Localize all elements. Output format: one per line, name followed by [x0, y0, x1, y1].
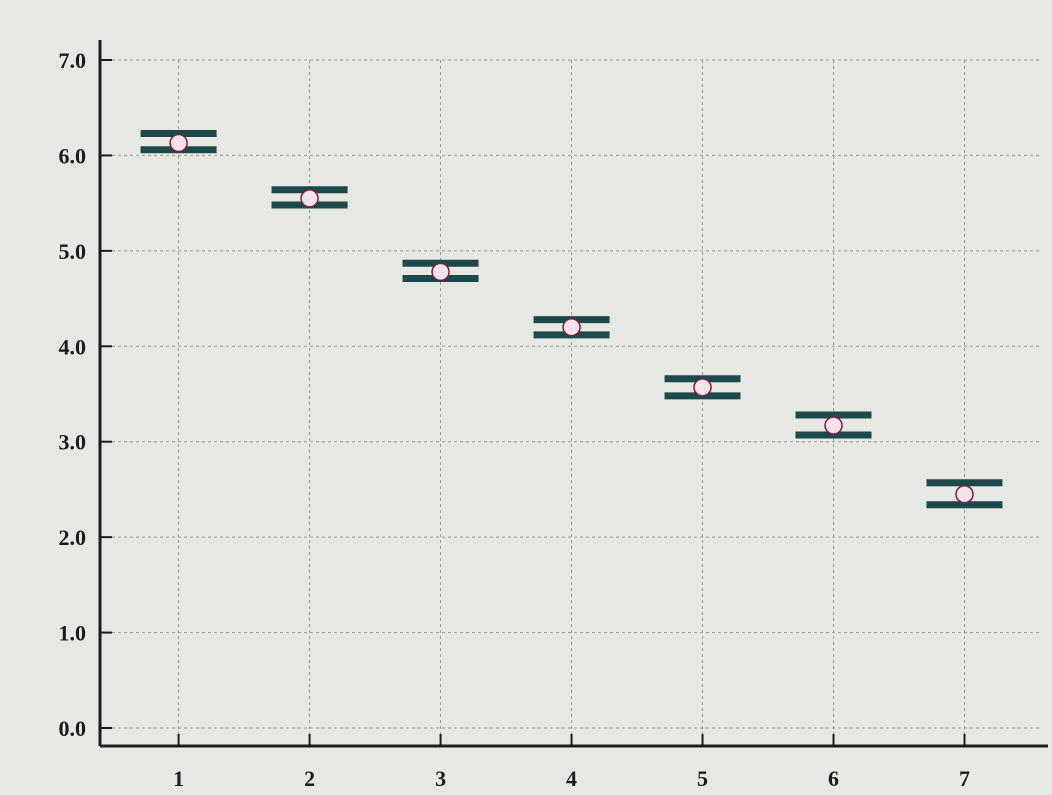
y-tick-label: 3.0	[59, 430, 87, 455]
data-point	[169, 133, 188, 153]
x-tick-label: 7	[959, 766, 970, 791]
y-tick-label: 6.0	[59, 143, 87, 168]
y-tick-label: 5.0	[59, 239, 87, 264]
x-tick-label: 5	[697, 766, 708, 791]
y-tick-label: 7.0	[59, 48, 87, 73]
data-point	[300, 189, 319, 208]
data-point	[955, 484, 974, 504]
data-marks	[140, 129, 1003, 509]
x-tick-label: 1	[173, 766, 184, 791]
data-point	[693, 378, 712, 397]
x-tick-label: 6	[828, 766, 839, 791]
grid-lines	[100, 59, 1042, 746]
y-tick-label: 4.0	[59, 334, 87, 359]
tick-marks-and-labels: 0.0 1.0 2.0 3.0 4.0 5.0 6.0 7.0 1 2 3 4 5 6 7	[59, 48, 971, 791]
x-tick-label: 4	[566, 766, 577, 791]
y-tick-label: 1.0	[59, 621, 87, 646]
axes	[98, 40, 1048, 748]
y-tick-label: 2.0	[59, 525, 87, 550]
data-point	[562, 317, 581, 337]
data-point	[824, 416, 843, 435]
y-tick-label: 0.0	[59, 716, 87, 741]
data-point	[431, 262, 450, 282]
x-tick-label: 2	[304, 766, 315, 791]
x-tick-label: 3	[435, 766, 446, 791]
